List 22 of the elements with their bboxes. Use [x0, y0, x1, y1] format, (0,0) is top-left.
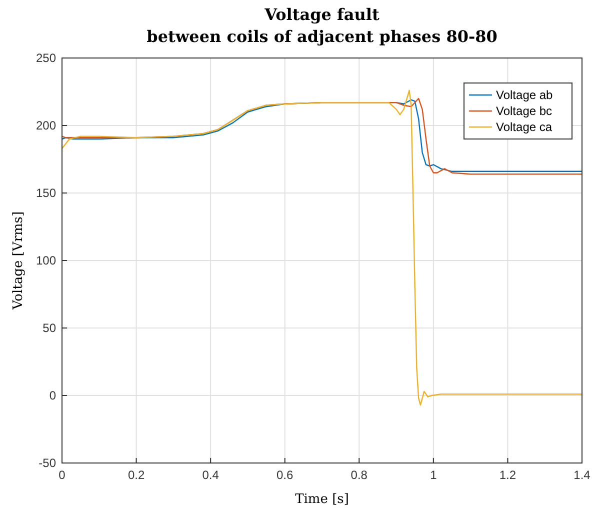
x-tick-label: 0.6	[276, 468, 294, 482]
y-tick-label: 200	[36, 118, 56, 132]
y-tick-label: 0	[49, 388, 56, 402]
x-tick-label: 0	[58, 468, 66, 482]
x-tick-label: 1.4	[574, 468, 591, 482]
x-tick-label: 1	[430, 468, 438, 482]
chart-title: Voltage fault between coils of adjacent phases 80-80	[146, 5, 498, 46]
x-tick-label: 0.2	[128, 468, 145, 482]
legend-label: Voltage bc	[496, 104, 552, 118]
y-axis-title: Voltage [Vrms]	[11, 211, 26, 311]
x-tick-label: 0.4	[202, 468, 220, 482]
x-tick-label: 1.2	[499, 468, 516, 482]
y-tick-label: 150	[36, 186, 56, 200]
y-tick-label: 250	[36, 51, 56, 65]
line-series	[61, 90, 583, 406]
y-tick-label: 50	[42, 321, 56, 335]
y-tick-label: 100	[36, 254, 56, 268]
legend-label: Voltage ca	[496, 120, 552, 134]
x-tick-label: 0.8	[350, 468, 368, 482]
x-axis-title: Time [s]	[295, 492, 349, 507]
legend-label: Voltage ab	[496, 88, 554, 102]
y-tick-label: -50	[38, 456, 56, 470]
